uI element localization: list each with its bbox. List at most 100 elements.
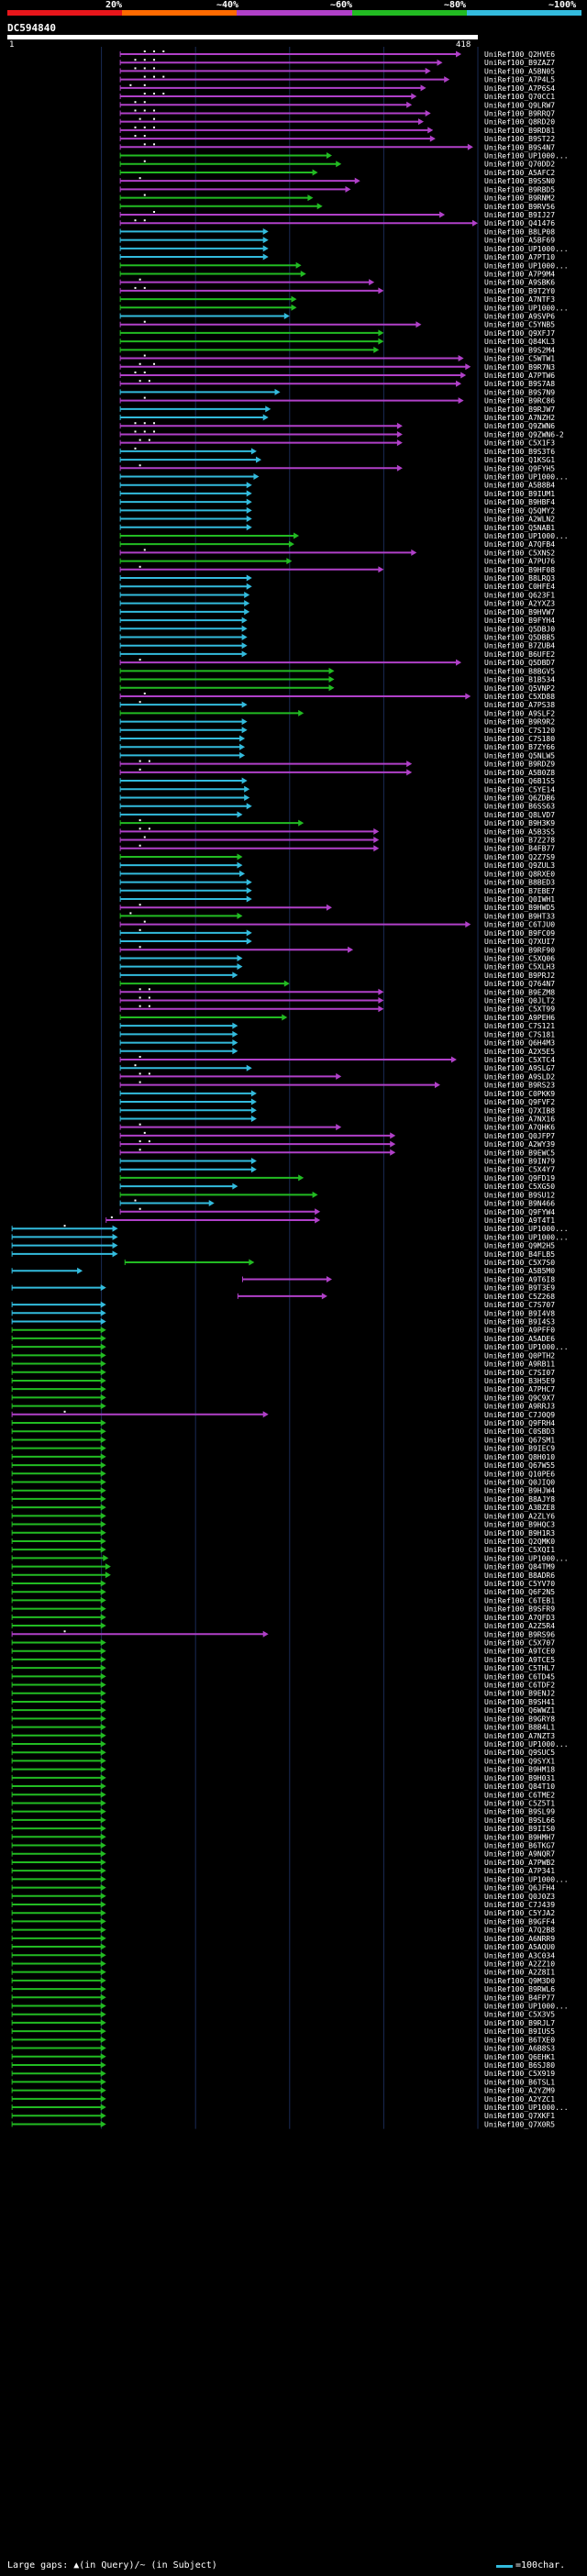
hit-arrowhead [415,321,422,328]
hit-label: UniRef100_A7NTF3 [484,295,555,304]
hit-label: UniRef100_UP1000... [484,1875,569,1883]
gap-marker [138,278,141,281]
hit-arrowhead [100,1335,106,1342]
hit-arrowhead [262,237,269,244]
colorbar-segment [409,10,467,16]
hit-label: UniRef100_Q9M2H5 [484,1242,555,1250]
hit-arrowhead [262,1411,269,1418]
hit-label: UniRef100_B9FYH4 [484,616,555,625]
hit-arrowhead [378,1005,384,1013]
hit-label: UniRef100_B9RF90 [484,946,555,954]
gap-marker [143,67,146,70]
hit-arrowhead [328,676,335,683]
hit-arrowhead [232,972,238,979]
hit-arrowhead [328,684,335,692]
hit-arrowhead [246,887,252,894]
hit-arrowhead [100,1385,106,1393]
hit-arrowhead [241,650,248,658]
hit-arrowhead [316,203,323,210]
hit-label: UniRef100_B9SSN0 [484,177,555,185]
hit-arrowhead [237,912,243,919]
hit-arrowhead [328,667,335,674]
hit-arrowhead [321,1293,327,1300]
colorbar-segment [466,10,525,16]
hit-arrowhead [241,718,248,726]
hit-arrowhead [100,2003,106,2010]
hit-arrowhead [232,1022,238,1029]
hit-arrowhead [246,879,252,886]
gap-marker [143,371,146,373]
hit-arrowhead [100,1504,106,1511]
hit-arrowhead [396,439,403,447]
hit-arrowhead [100,1893,106,1900]
hit-label: UniRef100_A2WY39 [484,1140,555,1149]
hit-label: UniRef100_B6SS63 [484,803,555,811]
hit-label: UniRef100_Q9M3D0 [484,1977,555,1985]
hit-arrowhead [100,1816,106,1824]
hit-label: UniRef100_Q8H010 [484,1453,555,1461]
gap-marker [63,1630,66,1633]
hit-label: UniRef100_C5WTW1 [484,355,555,363]
hit-label: UniRef100_A7PS38 [484,701,555,709]
hit-label: UniRef100_A2ZZ10 [484,1960,555,1968]
gap-marker [148,760,150,762]
hit-arrowhead [100,1284,106,1292]
hit-label: UniRef100_A5B0Z8 [484,769,555,777]
hit-arrowhead [373,837,380,844]
hit-label: UniRef100_B7Z278 [484,837,555,845]
hit-arrowhead [250,1115,257,1122]
hit-label: UniRef100_C5X919 [484,2070,555,2078]
hit-arrowhead [406,761,413,768]
hit-label: UniRef100_B9I4V8 [484,1309,555,1317]
hit-label: UniRef100_Q70DD2 [484,161,555,169]
hit-arrowhead [283,313,290,320]
hit-arrowhead [326,1275,332,1282]
hit-arrowhead [100,1985,106,1993]
hit-arrowhead [100,1538,106,1545]
hit-label: UniRef100_C5XLH3 [484,963,555,972]
hit-arrowhead [105,1571,111,1579]
gap-marker [138,362,141,365]
hit-label: UniRef100_Q6H4M3 [484,1039,555,1048]
hit-arrowhead [100,1360,106,1368]
hit-label: UniRef100_B9R7N3 [484,363,555,372]
hit-arrowhead [456,659,462,666]
hit-label: UniRef100_A5AFC2 [484,169,555,177]
hit-arrowhead [100,1377,106,1384]
hit-label: UniRef100_C5YJA2 [484,1909,555,1917]
hit-label: UniRef100_UP1000... [484,473,569,482]
gap-marker [138,1140,141,1143]
hit-arrowhead [437,59,443,66]
hit-label: UniRef100_Q764N7 [484,980,555,988]
hit-label: UniRef100_B4FLB5 [484,1250,555,1259]
gap-marker [134,126,137,128]
hit-label: UniRef100_B7EBE7 [484,887,555,895]
hit-arrowhead [239,743,246,750]
hit-label: UniRef100_C5XNS2 [484,549,555,557]
hit-arrowhead [295,261,302,269]
hit-label: UniRef100_UP1000... [484,532,569,540]
hit-arrowhead [237,853,243,861]
hit-arrowhead [100,1909,106,1916]
hit-label: UniRef100_Q84KL3 [484,338,555,346]
hit-arrowhead [208,1200,215,1207]
hit-arrowhead [298,709,305,716]
hit-label: UniRef100_Q67SM1 [484,1436,555,1444]
hit-label: UniRef100_Q9FYW4 [484,1208,555,1216]
hit-arrowhead [246,524,252,531]
hit-label: UniRef100_C6TJU0 [484,921,555,929]
hit-label: UniRef100_C5YV70 [484,1580,555,1588]
hit-label: UniRef100_A9SLD2 [484,1072,555,1081]
hit-label: UniRef100_C5X1F3 [484,439,555,448]
hit-label: UniRef100_A7NX16 [484,1115,555,1123]
hit-label: UniRef100_B9S2M4 [484,346,555,354]
gap-marker [153,50,156,52]
hit-label: UniRef100_Q9FRH4 [484,1419,555,1427]
hit-label: UniRef100_A7NZH2 [484,414,555,422]
hit-arrowhead [425,109,431,117]
hit-label: UniRef100_Q8RD20 [484,118,555,127]
hit-arrowhead [100,1487,106,1494]
hit-label: UniRef100_Q5DBB5 [484,633,555,641]
hit-arrowhead [250,1166,257,1173]
hit-arrowhead [100,1596,106,1604]
